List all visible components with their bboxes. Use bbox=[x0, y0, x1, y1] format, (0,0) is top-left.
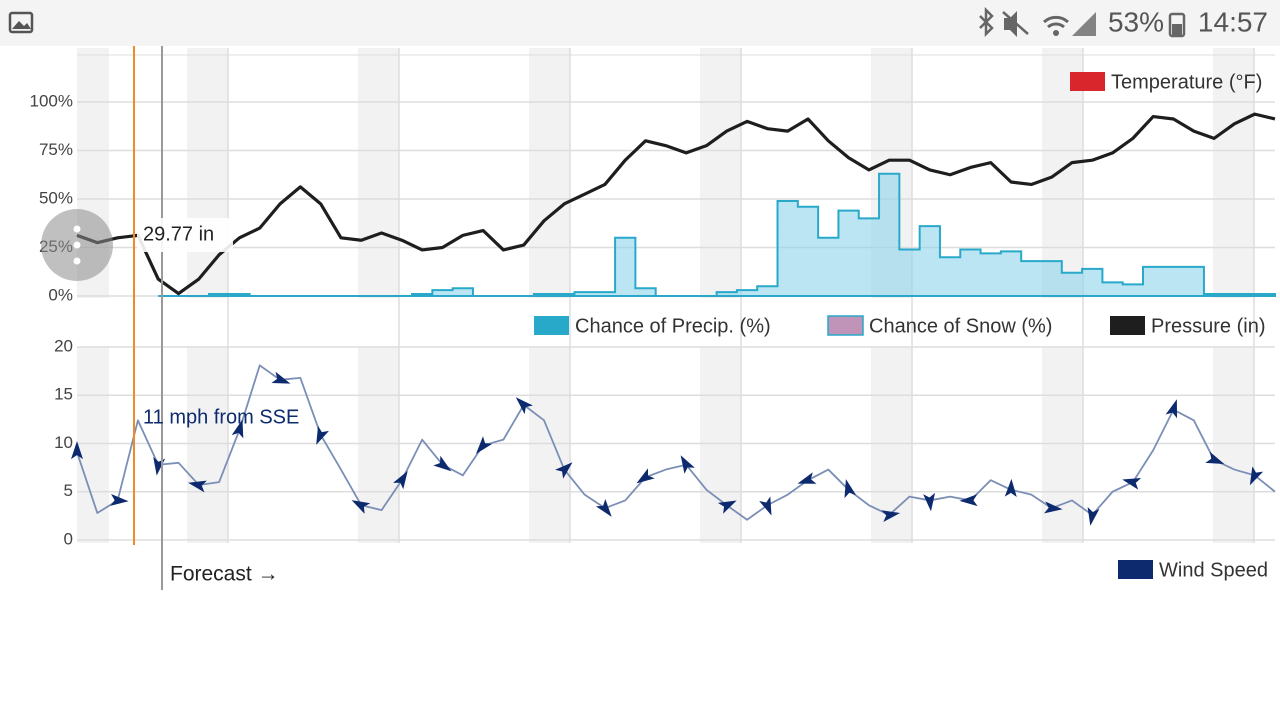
wind-arrow bbox=[636, 468, 655, 484]
legend-label: Wind Speed bbox=[1159, 559, 1268, 581]
wind-arrow bbox=[351, 500, 371, 514]
wind-line bbox=[76, 364, 1276, 521]
wind-arrow bbox=[797, 472, 817, 484]
precip-area bbox=[158, 172, 1276, 297]
gallery-icon bbox=[8, 11, 34, 34]
battery-text: 53% bbox=[1108, 6, 1164, 37]
tooltip-box bbox=[137, 218, 233, 252]
menu-button[interactable] bbox=[41, 209, 113, 281]
wind-arrow bbox=[881, 510, 901, 523]
wind-arrow bbox=[188, 480, 207, 493]
pressure-line bbox=[76, 112, 1276, 296]
wind-arrow bbox=[1249, 466, 1264, 486]
y-tick-label: 15 bbox=[54, 385, 73, 404]
y-tick-label: 0 bbox=[64, 529, 73, 548]
legend-swatch bbox=[827, 315, 864, 336]
y-tick-label: 20 bbox=[54, 336, 73, 355]
wind-arrow bbox=[680, 455, 695, 474]
wind-arrow bbox=[844, 479, 857, 499]
wind-arrow bbox=[71, 441, 83, 460]
status-bar bbox=[0, 0, 1280, 46]
wind-arrow bbox=[759, 496, 772, 516]
y-tick-label: 0% bbox=[48, 285, 73, 304]
legend-swatch bbox=[1118, 560, 1153, 579]
wind-arrow bbox=[476, 436, 493, 454]
wind-arrow bbox=[393, 470, 408, 490]
wind-arrow bbox=[959, 494, 978, 507]
wind-arrow bbox=[433, 455, 452, 472]
wind-tooltip: 11 mph from SSE bbox=[143, 406, 299, 428]
legend-label: Chance of Precip. (%) bbox=[575, 315, 771, 337]
y-tick-label: 5 bbox=[64, 481, 73, 500]
legend-label: Temperature (°F) bbox=[1111, 71, 1262, 93]
wind-arrow bbox=[271, 371, 291, 384]
legend-swatch bbox=[1110, 316, 1145, 335]
y-tick-label: 50% bbox=[39, 188, 73, 207]
wind-arrow bbox=[1044, 501, 1063, 514]
wind-arrow bbox=[555, 462, 573, 479]
wind-arrow bbox=[1122, 477, 1142, 490]
forecast-label: Forecast → bbox=[170, 563, 279, 586]
wind-arrow bbox=[595, 498, 612, 517]
wind-arrow bbox=[1165, 399, 1178, 419]
clock: 14:57 bbox=[1198, 6, 1268, 37]
wind-arrow bbox=[923, 492, 936, 512]
legend-label: Pressure (in) bbox=[1151, 315, 1265, 337]
forecast-box bbox=[165, 558, 295, 590]
day-bands bbox=[77, 48, 1254, 543]
legend-label: Chance of Snow (%) bbox=[869, 315, 1052, 337]
wind-arrow bbox=[316, 425, 329, 445]
wind-arrow bbox=[515, 397, 533, 415]
pressure-tooltip: 29.77 in bbox=[143, 223, 214, 245]
wind-arrow bbox=[110, 493, 129, 506]
y-tick-label: 100% bbox=[30, 91, 73, 110]
wind-arrow bbox=[1087, 506, 1100, 526]
status-icons bbox=[979, 6, 1186, 38]
legend-swatch bbox=[1070, 72, 1105, 91]
y-tick-label: 75% bbox=[39, 140, 73, 159]
legend-swatch bbox=[534, 316, 569, 335]
wind-arrow bbox=[1004, 478, 1017, 498]
y-tick-label: 10 bbox=[54, 433, 73, 452]
wind-arrow bbox=[717, 500, 737, 514]
wind-arrow bbox=[1205, 451, 1225, 465]
wind-arrow bbox=[231, 419, 244, 439]
